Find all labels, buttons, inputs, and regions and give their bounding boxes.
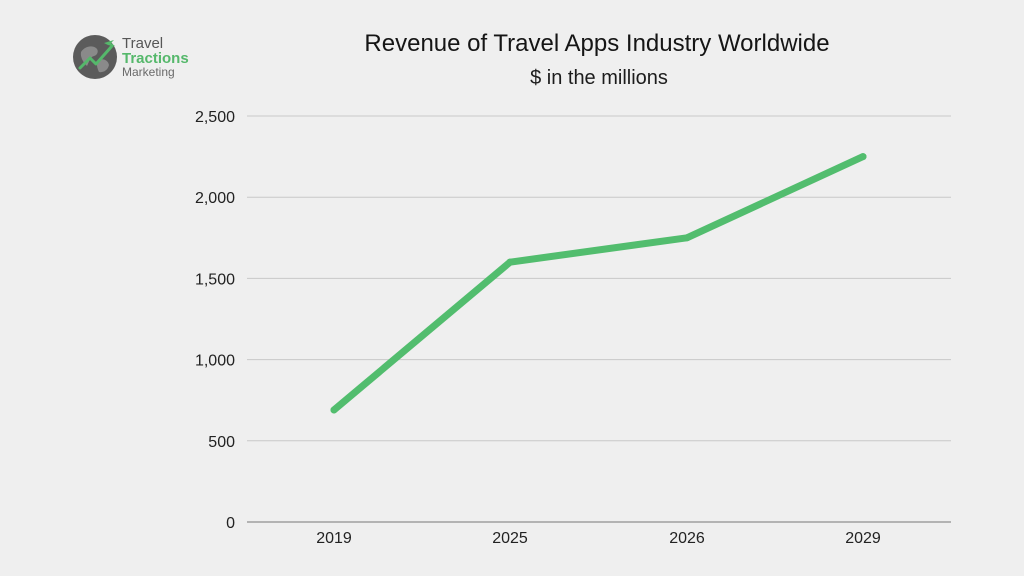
chart-subtitle: $ in the millions	[530, 67, 668, 89]
x-tick-label: 2026	[669, 530, 705, 547]
logo-line-tractions: Tractions	[122, 49, 189, 67]
x-tick-label: 2025	[492, 530, 528, 547]
y-tick-label: 2,000	[195, 190, 235, 207]
logo-text: Travel Tractions Marketing	[122, 34, 189, 80]
y-tick-label: 500	[208, 434, 235, 451]
logo-line-travel: Travel	[122, 34, 164, 52]
logo-line-marketing: Marketing	[122, 65, 175, 80]
y-tick-label: 2,500	[195, 109, 235, 126]
x-tick-label: 2029	[845, 530, 881, 547]
data-point	[859, 153, 867, 161]
data-point	[506, 258, 514, 266]
data-point	[683, 234, 691, 242]
globe-plane-icon	[73, 35, 117, 79]
y-tick-label: 0	[226, 515, 235, 532]
chart-title: Revenue of Travel Apps Industry Worldwid…	[364, 30, 830, 57]
y-tick-label: 1,500	[195, 271, 235, 288]
x-tick-label: 2019	[316, 530, 352, 547]
series-line-revenue	[330, 153, 867, 414]
brand-logo: Travel Tractions Marketing	[72, 34, 189, 80]
y-tick-label: 1,000	[195, 353, 235, 370]
data-point	[330, 406, 338, 414]
